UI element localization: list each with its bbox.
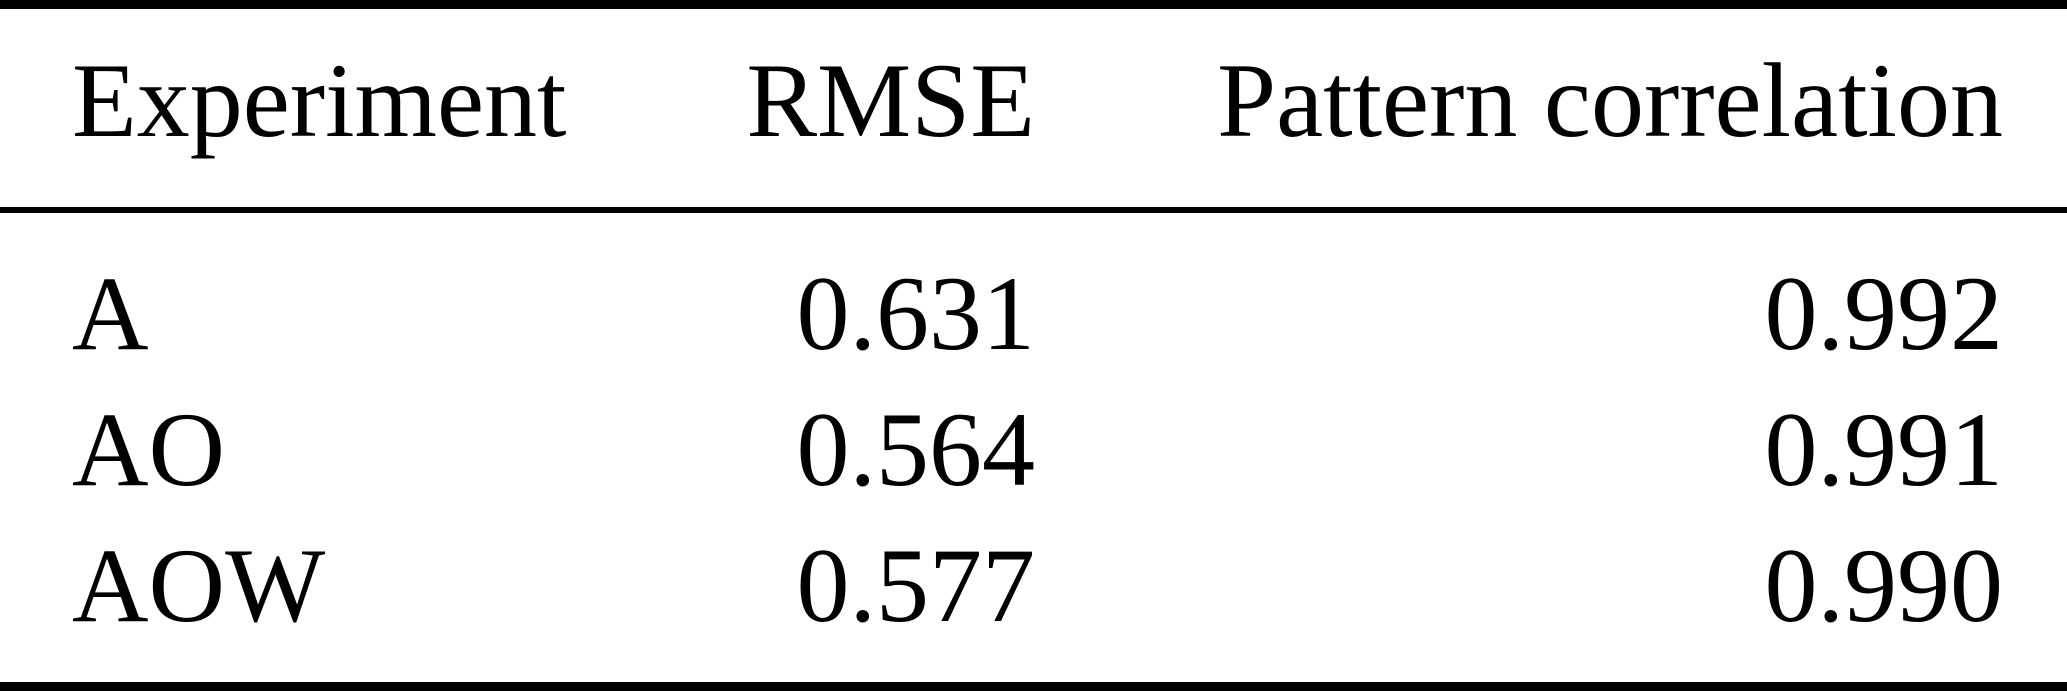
cell-rmse: 0.564 bbox=[796, 391, 1036, 508]
table-row: AOW 0.577 0.990 bbox=[0, 518, 2067, 654]
cell-pattern-correlation: 0.990 bbox=[1764, 527, 2004, 644]
cell-experiment: A bbox=[72, 255, 149, 372]
column-header-experiment: Experiment bbox=[72, 42, 567, 159]
cell-rmse: 0.577 bbox=[796, 527, 1036, 644]
table-row: A 0.631 0.992 bbox=[0, 246, 2067, 382]
table-top-rule bbox=[0, 0, 2067, 9]
cell-pattern-correlation: 0.992 bbox=[1764, 255, 2004, 372]
column-header-rmse: RMSE bbox=[746, 42, 1035, 159]
table-body: A 0.631 0.992 AO 0.564 0.991 AOW 0.577 0… bbox=[0, 213, 2067, 654]
table-header-rule bbox=[0, 207, 2067, 213]
cell-experiment: AO bbox=[72, 391, 226, 508]
table-row: AO 0.564 0.991 bbox=[0, 382, 2067, 518]
table-bottom-rule bbox=[0, 682, 2067, 691]
cell-experiment: AOW bbox=[72, 527, 326, 644]
table-header-row: Experiment RMSE Pattern correlation bbox=[0, 9, 2067, 207]
cell-rmse: 0.631 bbox=[796, 255, 1036, 372]
cell-pattern-correlation: 0.991 bbox=[1764, 391, 2004, 508]
column-header-pattern-correlation: Pattern correlation bbox=[1217, 42, 2003, 159]
